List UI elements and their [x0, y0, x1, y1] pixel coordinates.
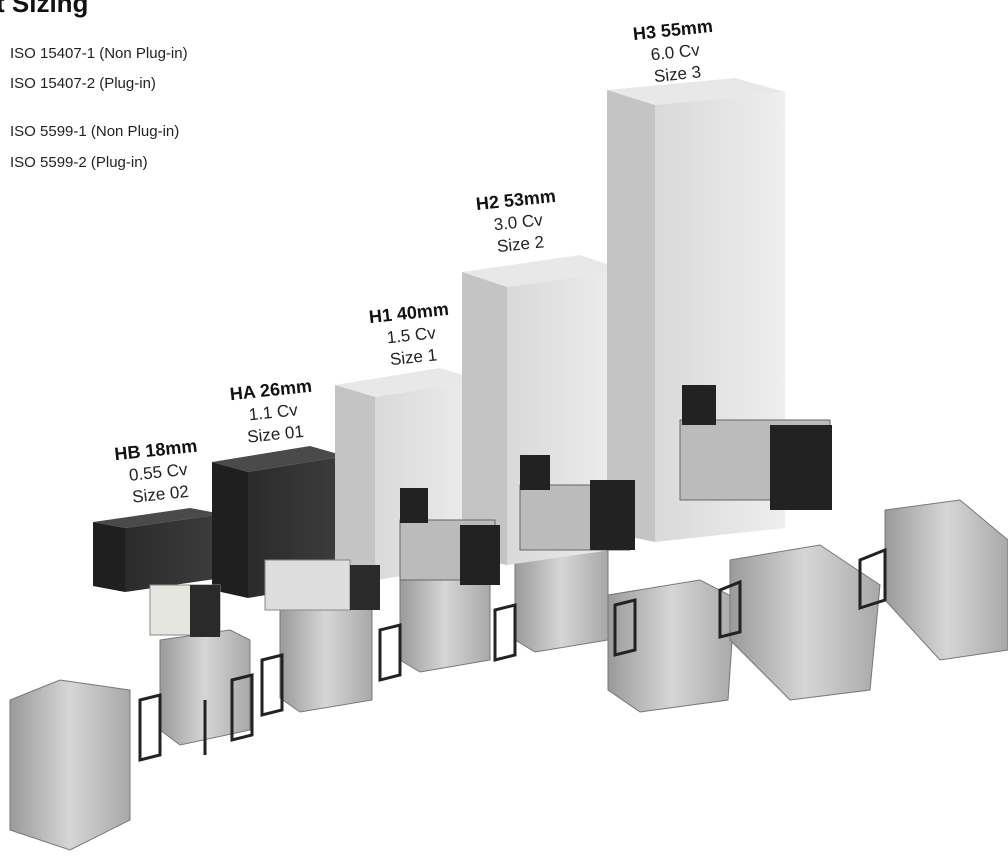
product-size: Size 01 — [246, 422, 304, 447]
standard-item: ISO 5599-2 (Plug-in) — [10, 154, 148, 171]
product-size: Size 2 — [496, 232, 545, 256]
page-title: t Sizing — [0, 0, 88, 18]
product-size: Size 02 — [131, 482, 189, 507]
product-flow: 0.55 Cv — [128, 460, 189, 485]
product-name: H3 55mm — [632, 16, 714, 44]
product-size: Size 1 — [389, 345, 438, 369]
product-flow: 1.1 Cv — [248, 400, 299, 424]
product-flow: 3.0 Cv — [493, 210, 544, 234]
product-name: H2 53mm — [475, 186, 557, 214]
product-flow: 6.0 Cv — [650, 40, 701, 64]
valves — [149, 385, 832, 637]
product-name: HA 26mm — [229, 376, 313, 405]
product-flow: 1.5 Cv — [386, 323, 437, 347]
product-name: H1 40mm — [368, 299, 450, 327]
product-size: Size 3 — [653, 62, 702, 86]
standard-item: ISO 15407-1 (Non Plug-in) — [10, 45, 188, 62]
standard-item: ISO 5599-1 (Non Plug-in) — [10, 123, 179, 140]
standard-item: ISO 15407-2 (Plug-in) — [10, 75, 156, 92]
